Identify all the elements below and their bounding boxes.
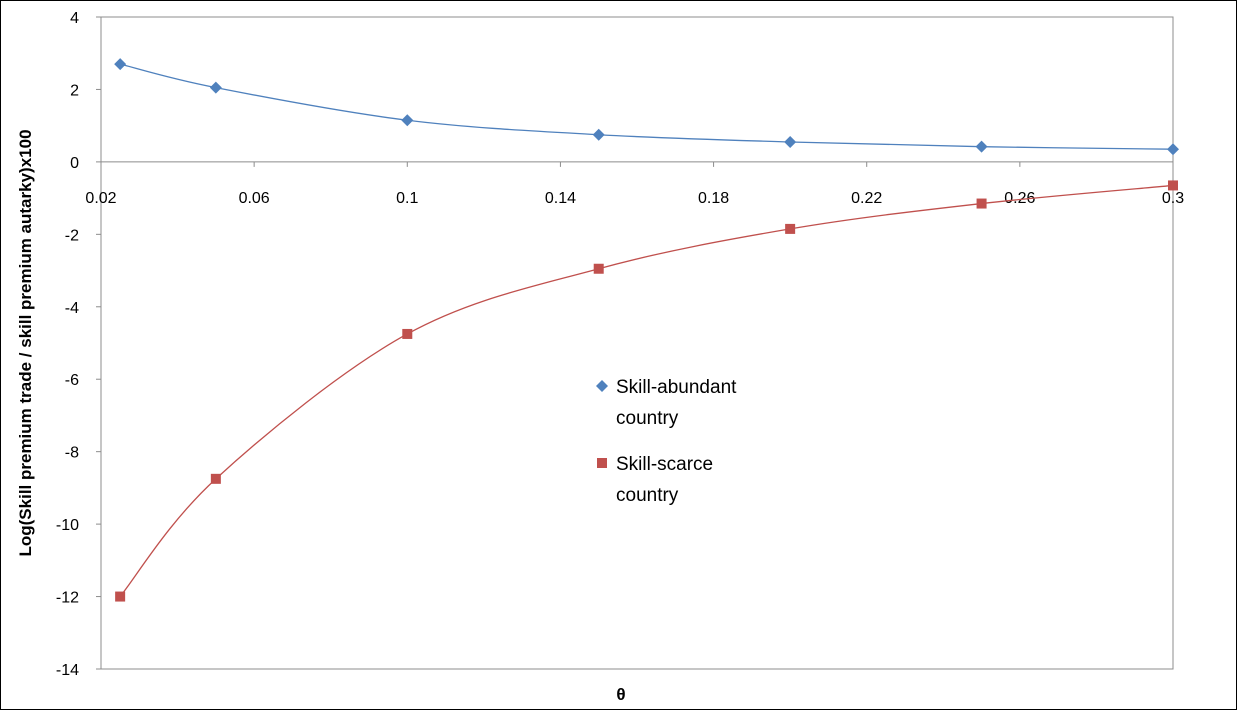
y-tick-label: 0 bbox=[70, 155, 79, 172]
data-point bbox=[401, 114, 414, 127]
data-point bbox=[1167, 143, 1179, 156]
x-axis: 0.02 0.06 0.1 0.14 0.18 0.22 0.26 0.3 bbox=[85, 161, 1184, 207]
legend: Skill-abundant country Skill-scarce country bbox=[596, 377, 737, 506]
x-tick-label: 0.02 bbox=[85, 190, 116, 207]
data-point bbox=[1168, 180, 1178, 191]
y-tick-label: -4 bbox=[65, 300, 79, 317]
legend-label: country bbox=[616, 485, 679, 506]
y-axis: 4 2 0 -2 -4 -6 -8 -10 -12 -14 bbox=[56, 10, 101, 679]
legend-marker bbox=[596, 380, 608, 392]
series-skill-scarce bbox=[115, 180, 1178, 602]
y-tick-label: -6 bbox=[65, 372, 79, 389]
legend-label: Skill-abundant bbox=[616, 377, 737, 398]
x-tick-label: 0.1 bbox=[396, 190, 418, 207]
y-tick-label: -14 bbox=[56, 662, 79, 679]
legend-label: Skill-scarce bbox=[616, 454, 713, 475]
x-tick-label: 0.22 bbox=[851, 190, 882, 207]
legend-label: country bbox=[616, 408, 679, 429]
plot-area bbox=[100, 16, 1174, 670]
data-point bbox=[210, 473, 221, 484]
legend-marker bbox=[597, 458, 607, 468]
data-point bbox=[592, 128, 605, 141]
y-tick-label: -10 bbox=[56, 517, 79, 534]
y-tick-label: 2 bbox=[70, 82, 79, 99]
data-point bbox=[115, 591, 126, 602]
data-point bbox=[209, 81, 222, 94]
data-point bbox=[114, 58, 127, 71]
data-point bbox=[975, 140, 988, 153]
x-tick-label: 0.06 bbox=[239, 190, 270, 207]
x-axis-title: θ bbox=[616, 685, 625, 704]
x-tick-label: 0.3 bbox=[1162, 190, 1184, 207]
series-layer bbox=[114, 58, 1179, 602]
data-point bbox=[402, 328, 413, 339]
y-tick-label: 4 bbox=[70, 10, 79, 27]
y-tick-label: -2 bbox=[65, 227, 79, 244]
trendline bbox=[119, 63, 1174, 150]
data-point bbox=[785, 223, 796, 234]
x-tick-label: 0.18 bbox=[698, 190, 729, 207]
x-tick-label: 0.26 bbox=[1004, 190, 1035, 207]
data-point bbox=[784, 135, 797, 148]
y-tick-label: -8 bbox=[65, 445, 79, 462]
series-skill-abundant bbox=[114, 58, 1179, 156]
data-point bbox=[593, 263, 604, 274]
data-point bbox=[976, 198, 987, 209]
x-tick-label: 0.14 bbox=[545, 190, 576, 207]
y-tick-label: -12 bbox=[56, 590, 79, 607]
y-axis-title: Log(Skill premium trade / skill premium … bbox=[16, 129, 35, 556]
